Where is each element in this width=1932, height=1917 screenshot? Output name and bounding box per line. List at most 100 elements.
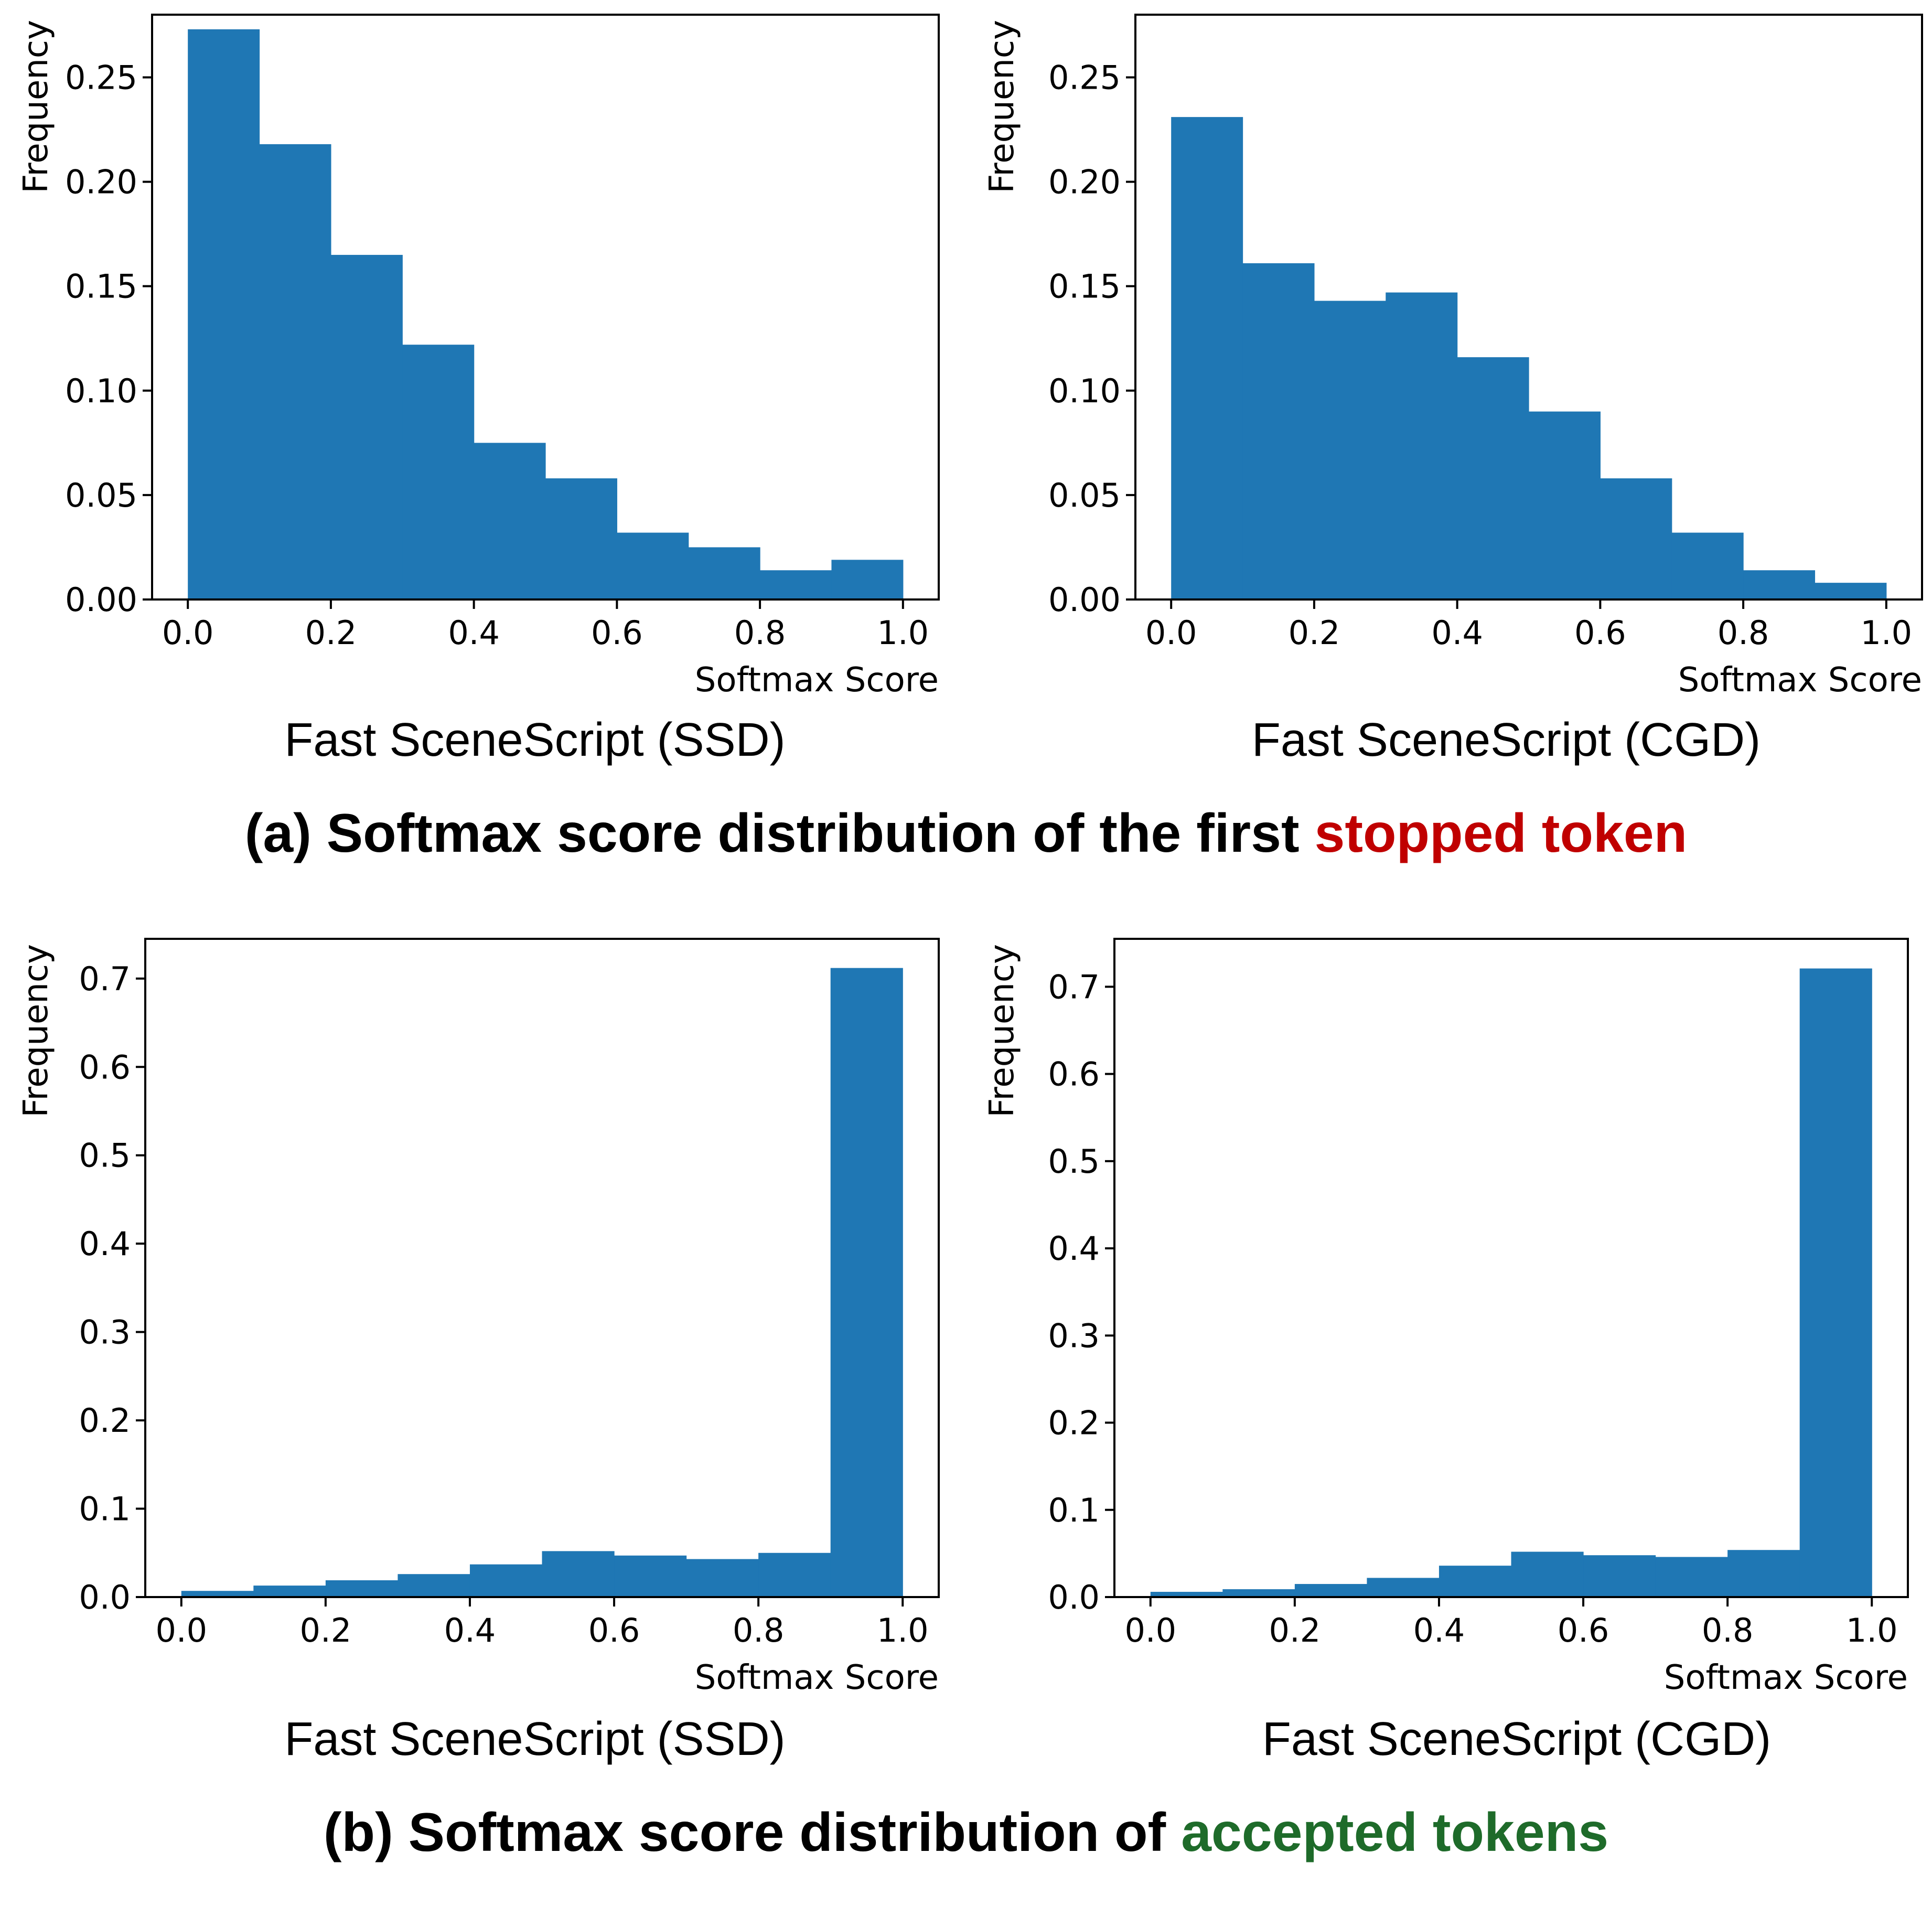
x-tick-label: 0.4 [444, 1611, 496, 1650]
histogram-bar [474, 443, 546, 599]
axes-frame [144, 938, 940, 1598]
y-tick-label: 0.7 [1048, 968, 1100, 1006]
x-tick-label: 0.6 [591, 614, 643, 652]
histogram-bar [1171, 117, 1243, 599]
chart-a-cgd: 0.0 0.2 0.4 0.6 0.8 1.0 0.00 0.05 0.10 0.15 0.20 0.… [983, 14, 1923, 700]
chart-b-cgd: 0.0 0.2 0.4 0.6 0.8 1.0 0.0 0.1 0.2 0.3 0.4 0.5 0.6 0… [983, 938, 1909, 1697]
histogram-bar [1511, 1551, 1584, 1597]
y-tick-label: 0.7 [79, 960, 131, 998]
histogram-bar [1222, 1589, 1295, 1597]
caption-b-prefix: (b) Softmax score distribution of [323, 1802, 1182, 1863]
y-tick-label: 0.2 [79, 1401, 131, 1440]
y-tick-label: 0.4 [1048, 1229, 1100, 1268]
caption-b-highlight: accepted tokens [1181, 1802, 1609, 1863]
x-tick-label: 0.2 [1269, 1611, 1321, 1650]
x-tick-label: 1.0 [1861, 614, 1913, 652]
y-tick-label: 0.00 [1048, 581, 1121, 619]
x-tick-label: 1.0 [877, 1611, 929, 1650]
axes-frame [1134, 14, 1923, 601]
histogram-bar [402, 345, 475, 599]
y-tick-label: 0.25 [1048, 58, 1121, 97]
x-tick-label: 0.6 [1574, 614, 1626, 652]
histogram-bar [1386, 292, 1458, 599]
x-tick-label: 0.2 [305, 614, 357, 652]
x-tick-label: 0.4 [1413, 1611, 1465, 1650]
x-tick-label: 0.0 [1124, 1611, 1176, 1650]
subcaption-a-ssd: Fast SceneScript (SSD) [284, 714, 786, 766]
x-tick-label: 0.2 [1289, 614, 1340, 652]
x-tick-label: 0.8 [734, 614, 786, 652]
histogram-bar [1671, 532, 1744, 599]
x-tick-label: 0.0 [1145, 614, 1197, 652]
histogram-bar [1457, 357, 1529, 599]
chart-b-ssd: 0.0 0.2 0.4 0.6 0.8 1.0 0.0 0.1 0.2 0.3 0.4 0.5 0.6 0… [17, 938, 940, 1697]
histogram-bar [188, 29, 260, 599]
subcaption-b-cgd: Fast SceneScript (CGD) [1262, 1713, 1772, 1765]
histogram-bar [469, 1564, 543, 1597]
y-axis-label: Frequency [983, 944, 1022, 1118]
y-tick-label: 0.0 [79, 1578, 131, 1616]
histogram-bar [1743, 570, 1816, 599]
histogram-bar [542, 1551, 615, 1597]
x-axis-label: Softmax Score [1678, 661, 1922, 700]
x-tick-label: 0.8 [733, 1611, 785, 1650]
x-tick-label: 1.0 [877, 614, 929, 652]
histogram-bar [325, 1580, 399, 1597]
x-tick-label: 0.4 [1431, 614, 1483, 652]
y-tick-label: 0.10 [1048, 372, 1121, 410]
x-axis-label: Softmax Score [1664, 1658, 1908, 1697]
histogram-bar [398, 1574, 470, 1597]
histogram-bar [1727, 1550, 1800, 1597]
histogram-bar [1583, 1555, 1656, 1597]
y-tick-label: 0.1 [1048, 1491, 1100, 1529]
histogram-bar [831, 560, 904, 599]
histogram-bar [688, 547, 760, 599]
y-tick-label: 0.6 [1048, 1055, 1100, 1094]
histogram-bar [330, 254, 403, 600]
subcaption-b-ssd: Fast SceneScript (SSD) [284, 1713, 786, 1765]
histogram-bar [259, 144, 331, 600]
y-tick-label: 0.5 [1048, 1142, 1100, 1181]
y-tick-label: 0.05 [65, 476, 137, 515]
histogram-bar [1529, 411, 1601, 599]
y-axis-label: Frequency [983, 20, 1022, 194]
histogram-bar [760, 570, 832, 599]
y-tick-label: 0.0 [1048, 1578, 1100, 1616]
histogram-bar [1294, 1584, 1368, 1597]
histogram-bar [181, 1591, 254, 1597]
y-tick-label: 0.2 [1048, 1404, 1100, 1442]
x-tick-label: 0.0 [155, 1611, 207, 1650]
histogram-bar [1600, 478, 1672, 599]
x-tick-label: 0.8 [1702, 1611, 1754, 1650]
histogram-bar [617, 532, 689, 599]
histogram-bar [1242, 263, 1315, 599]
y-tick-label: 0.3 [79, 1313, 131, 1352]
caption-a-prefix: (a) Softmax score distribution of the fi… [244, 803, 1315, 864]
histogram-bar [545, 478, 617, 599]
axes-frame [151, 14, 940, 601]
x-axis-label: Softmax Score [695, 661, 939, 700]
subcaption-a-cgd: Fast SceneScript (CGD) [1251, 714, 1761, 766]
chart-a-ssd: 0.0 0.2 0.4 0.6 0.8 1.0 0.00 0.05 0.10 0.15 0.20 0.… [17, 14, 940, 700]
y-tick-label: 0.5 [79, 1137, 131, 1175]
y-tick-label: 0.10 [65, 372, 137, 410]
histogram-bar [1150, 1592, 1223, 1597]
y-tick-label: 0.00 [65, 581, 137, 619]
y-axis-label: Frequency [17, 20, 56, 194]
x-tick-label: 1.0 [1846, 1611, 1898, 1650]
histogram-bar [1314, 301, 1386, 599]
x-tick-label: 0.4 [448, 614, 500, 652]
histogram-bar [1799, 968, 1872, 1597]
caption-a-highlight: stopped token [1314, 803, 1688, 864]
y-tick-label: 0.25 [65, 58, 137, 97]
x-tick-label: 0.6 [1558, 1611, 1609, 1650]
x-tick-label: 0.2 [300, 1611, 352, 1650]
x-axis-label: Softmax Score [695, 1658, 939, 1697]
y-tick-label: 0.4 [79, 1225, 131, 1263]
x-tick-label: 0.0 [162, 614, 214, 652]
histogram-bar [1655, 1557, 1728, 1597]
y-tick-label: 0.20 [1048, 163, 1121, 201]
histogram-bar [614, 1555, 687, 1597]
y-tick-label: 0.6 [79, 1048, 131, 1086]
histogram-bar [1367, 1578, 1440, 1597]
